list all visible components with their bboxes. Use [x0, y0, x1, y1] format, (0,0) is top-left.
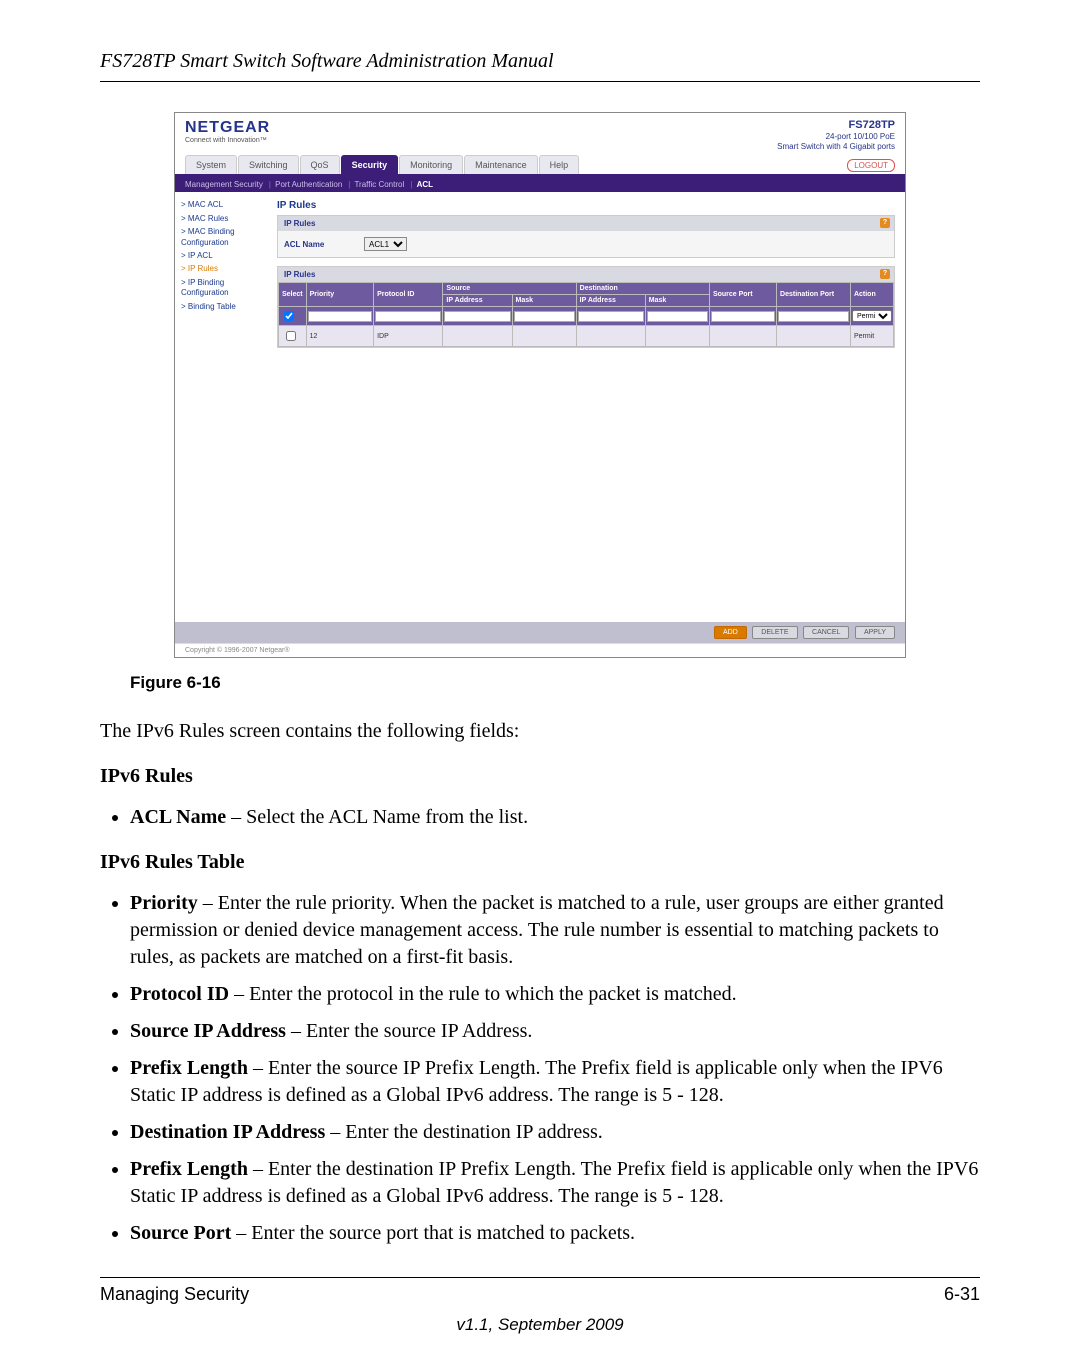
delete-button[interactable]: DELETE [752, 626, 797, 639]
add-button[interactable]: ADD [714, 626, 747, 639]
bullet-src-port: Source Port – Enter the source port that… [130, 1220, 980, 1247]
input-dst-mask[interactable] [647, 311, 708, 322]
panel2-title: IP Rules [284, 270, 315, 279]
th-source: Source [443, 283, 576, 295]
rules-panel: IP Rules ? Select Priority Protocol ID S… [277, 266, 895, 348]
tab-monitoring[interactable]: Monitoring [399, 155, 463, 174]
sidebar-item-binding-table[interactable]: > Binding Table [181, 302, 271, 312]
intro-text: The IPv6 Rules screen contains the follo… [100, 718, 980, 745]
tab-qos[interactable]: QoS [300, 155, 340, 174]
th-dst-mask: Mask [645, 295, 709, 307]
page-title: IP Rules [277, 200, 895, 211]
bullet-priority: Priority – Enter the rule priority. When… [130, 890, 980, 971]
brand-logo: NETGEAR [185, 119, 270, 137]
cell-action: Permit [850, 326, 893, 347]
th-dest: Destination [576, 283, 709, 295]
bullet-dst-prefix: Prefix Length – Enter the destination IP… [130, 1156, 980, 1210]
product-info: FS728TP 24-port 10/100 PoE Smart Switch … [777, 119, 895, 151]
input-priority[interactable] [308, 311, 372, 322]
subtab-acl[interactable]: ACL [417, 180, 433, 189]
sidebar-menu: > MAC ACL > MAC Rules > MAC Binding Conf… [175, 192, 277, 622]
bullet-src-ip: Source IP Address – Enter the source IP … [130, 1018, 980, 1045]
row-select-all[interactable] [284, 311, 294, 321]
acl-name-label: ACL Name [284, 240, 364, 249]
footer-version: v1.1, September 2009 [100, 1315, 980, 1335]
tab-system[interactable]: System [185, 155, 237, 174]
sidebar-item-ip-binding[interactable]: > IP Binding Configuration [181, 278, 271, 299]
th-dport: Destination Port [777, 283, 851, 307]
acl-name-select[interactable]: ACL1 [364, 237, 407, 251]
sidebar-item-ip-acl[interactable]: > IP ACL [181, 251, 271, 261]
sub-tabs: Management Security| Port Authentication… [175, 177, 905, 192]
th-src-ip: IP Address [443, 295, 512, 307]
sidebar-item-mac-binding[interactable]: > MAC Binding Configuration [181, 227, 271, 248]
main-tabs: System Switching QoS Security Monitoring… [185, 155, 580, 174]
figure-caption: Figure 6-16 [130, 673, 980, 693]
section1-title: IPv6 Rules [100, 763, 980, 790]
footer-right: 6-31 [944, 1284, 980, 1305]
cell-proto: IDP [374, 326, 443, 347]
input-proto[interactable] [375, 311, 441, 322]
th-src-mask: Mask [512, 295, 576, 307]
apply-button[interactable]: APPLY [855, 626, 895, 639]
bullet-src-prefix: Prefix Length – Enter the source IP Pref… [130, 1055, 980, 1109]
footer-left: Managing Security [100, 1284, 249, 1305]
input-dst-ip[interactable] [578, 311, 644, 322]
sidebar-item-mac-rules[interactable]: > MAC Rules [181, 214, 271, 224]
bullet-dst-ip: Destination IP Address – Enter the desti… [130, 1119, 980, 1146]
th-action: Action [850, 283, 893, 307]
tab-maintenance[interactable]: Maintenance [464, 155, 538, 174]
th-sport: Source Port [709, 283, 776, 307]
th-dst-ip: IP Address [576, 295, 645, 307]
tab-switching[interactable]: Switching [238, 155, 299, 174]
panel1-title: IP Rules [284, 219, 315, 228]
bullet-protocol-id: Protocol ID – Enter the protocol in the … [130, 981, 980, 1008]
rules-table: Select Priority Protocol ID Source Desti… [278, 282, 894, 347]
tab-security[interactable]: Security [341, 155, 399, 174]
help-icon[interactable]: ? [880, 218, 890, 228]
input-src-mask[interactable] [514, 311, 575, 322]
tab-help[interactable]: Help [539, 155, 580, 174]
subtab-portauth[interactable]: Port Authentication [275, 180, 342, 189]
brand-tagline: Connect with Innovation™ [185, 137, 270, 144]
doc-header: FS728TP Smart Switch Software Administra… [100, 50, 980, 82]
copyright-text: Copyright © 1996-2007 Netgear® [175, 643, 905, 657]
th-select: Select [279, 283, 307, 307]
doc-body: The IPv6 Rules screen contains the follo… [100, 718, 980, 1247]
action-buttons-bar: ADD DELETE CANCEL APPLY [175, 622, 905, 643]
subtab-mgmt[interactable]: Management Security [185, 180, 263, 189]
input-sport[interactable] [711, 311, 775, 322]
subtab-traffic[interactable]: Traffic Control [354, 180, 404, 189]
screenshot-figure: NETGEAR Connect with Innovation™ FS728TP… [174, 112, 906, 658]
section2-title: IPv6 Rules Table [100, 849, 980, 876]
acl-name-panel: IP Rules ? ACL Name ACL1 [277, 215, 895, 258]
sidebar-item-mac-acl[interactable]: > MAC ACL [181, 200, 271, 210]
action-select[interactable]: Permit [852, 310, 892, 322]
row-select[interactable] [286, 331, 296, 341]
th-priority: Priority [306, 283, 373, 307]
cell-priority: 12 [306, 326, 373, 347]
input-src-ip[interactable] [444, 311, 510, 322]
sidebar-item-ip-rules[interactable]: > IP Rules [181, 264, 271, 274]
input-dport[interactable] [778, 311, 849, 322]
logout-button[interactable]: LOGOUT [847, 159, 895, 172]
cancel-button[interactable]: CANCEL [803, 626, 849, 639]
bullet-acl-name: ACL Name – Select the ACL Name from the … [130, 804, 980, 831]
th-proto: Protocol ID [374, 283, 443, 307]
help-icon[interactable]: ? [880, 269, 890, 279]
